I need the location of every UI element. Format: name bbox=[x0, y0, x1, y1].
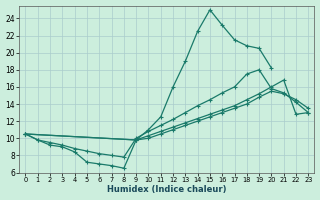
X-axis label: Humidex (Indice chaleur): Humidex (Indice chaleur) bbox=[107, 185, 227, 194]
